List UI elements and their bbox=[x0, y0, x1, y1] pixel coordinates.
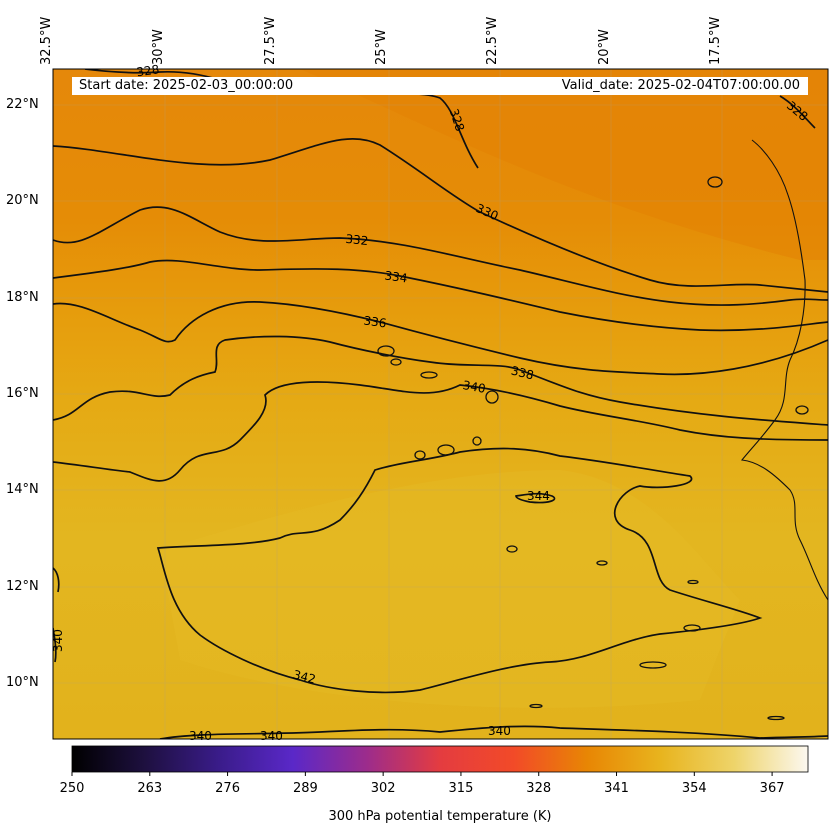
colorbar-tick-label: 328 bbox=[526, 781, 552, 796]
contour-340-west-edge bbox=[53, 567, 60, 593]
lat-label: 22°N bbox=[6, 97, 39, 112]
contour-label: 340 bbox=[189, 729, 212, 743]
contour-336 bbox=[53, 301, 828, 376]
valid-date: Valid_date: 2025-02-04T07:00:00.00 bbox=[561, 78, 800, 93]
coastline bbox=[740, 139, 828, 601]
colorbar-tick-label: 315 bbox=[448, 781, 474, 796]
contour-label: 340 bbox=[462, 378, 487, 396]
contour-label: 342 bbox=[292, 667, 318, 686]
contour-332 bbox=[53, 206, 828, 306]
contour-342 bbox=[156, 447, 763, 694]
islands bbox=[377, 176, 809, 721]
contour-label: 328 bbox=[136, 62, 161, 79]
contour-label: 328 bbox=[447, 107, 467, 133]
colorbar-tick-label: 341 bbox=[604, 781, 629, 796]
contour-340-south bbox=[159, 725, 828, 739]
contour-330 bbox=[53, 137, 828, 293]
lat-label: 16°N bbox=[6, 386, 39, 401]
contour-328-east bbox=[779, 95, 816, 129]
contour-label: 336 bbox=[363, 313, 388, 330]
contour-label: 332 bbox=[345, 232, 369, 248]
colorbar-tick-label: 250 bbox=[59, 781, 85, 796]
lat-label: 18°N bbox=[6, 290, 39, 305]
lat-label: 12°N bbox=[6, 579, 39, 594]
contour-328-west bbox=[84, 69, 221, 81]
contour-label: 340 bbox=[488, 724, 511, 738]
map-border bbox=[52, 68, 829, 740]
colorbar-tick-label: 276 bbox=[215, 781, 240, 796]
contour-338 bbox=[53, 335, 828, 426]
contour-label: 344 bbox=[527, 489, 550, 503]
contour-lines bbox=[53, 69, 828, 739]
colorbar-gradient bbox=[71, 745, 809, 773]
colorbar-tick-label: 367 bbox=[759, 781, 785, 796]
contour-label: 340 bbox=[51, 629, 65, 652]
lat-label: 20°N bbox=[6, 193, 39, 208]
warm-core-shading bbox=[300, 69, 828, 260]
lat-label: 14°N bbox=[6, 482, 39, 497]
lat-label: 10°N bbox=[6, 675, 39, 690]
colorbar-tick-label: 354 bbox=[681, 781, 707, 796]
contour-label: 334 bbox=[384, 268, 409, 285]
date-info-box: Start date: 2025-02-03_00:00:00 Valid_da… bbox=[72, 77, 808, 95]
contour-label: 340 bbox=[260, 729, 283, 743]
south-shading bbox=[160, 470, 740, 708]
colorbar-title: 300 hPa potential temperature (K) bbox=[328, 809, 552, 824]
contour-344 bbox=[515, 492, 556, 504]
colorbar-tick-label: 263 bbox=[137, 781, 163, 796]
colorbar bbox=[71, 745, 809, 776]
contour-label: 338 bbox=[510, 363, 536, 382]
contour-334 bbox=[53, 259, 828, 332]
contour-340 bbox=[53, 381, 828, 482]
colorbar-tick-label: 289 bbox=[292, 781, 318, 796]
start-date: Start date: 2025-02-03_00:00:00 bbox=[79, 78, 294, 93]
colorbar-tick-label: 302 bbox=[370, 781, 396, 796]
